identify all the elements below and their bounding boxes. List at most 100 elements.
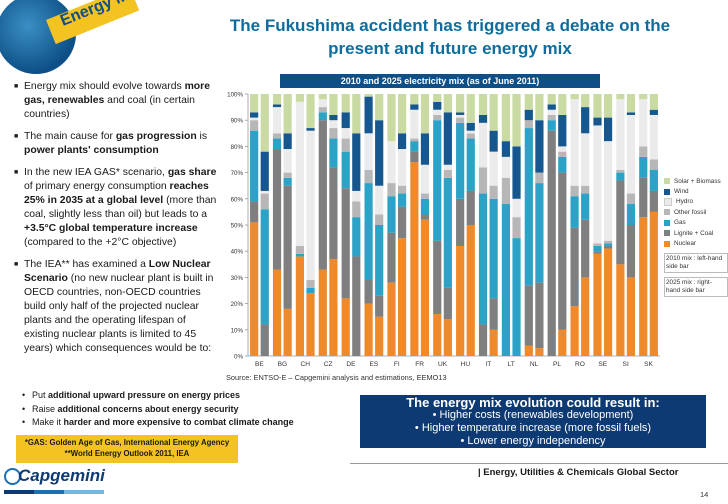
bar-segment-ch-2010-gas	[295, 253, 305, 257]
bar-segment-ro-2010-other-fossil	[570, 185, 579, 197]
consequence-text: Raise	[32, 403, 58, 414]
bar-segment-cz-2010-other-fossil	[318, 107, 327, 113]
bar-segment-be-2025-wind	[260, 151, 269, 191]
bar-segment-cz-2025-other-fossil	[329, 128, 338, 139]
left-text-block: Energy mix should evolve towards more ga…	[14, 80, 220, 364]
bar-segment-ro-2025-wind	[581, 107, 590, 134]
bar-segment-si-2025-hydro	[626, 114, 636, 194]
legend-label: Gas	[674, 219, 686, 227]
bar-segment-uk-2025-lignite-coal	[443, 287, 452, 320]
bar-segment-nl-2010-nuclear	[524, 345, 533, 356]
bar-segment-uk-2025-solar-biomass	[443, 94, 452, 113]
consequence-text-bold: additional upward pressure on energy pri…	[48, 390, 241, 400]
footnote-weo: **World Energy Outlook 2011, IEA	[64, 449, 190, 458]
bar-segment-fr-2010-lignite-coal	[410, 151, 419, 163]
bar-segment-ch-2025-wind	[306, 128, 315, 131]
bar-segment-de-2025-other-fossil	[352, 201, 361, 218]
chart-legend: Solar + Biomass Wind Hydro Other fossil Gas L…	[664, 176, 728, 297]
bar-segment-nl-2025-other-fossil	[535, 172, 544, 184]
consequence-text: Make it	[32, 417, 64, 427]
bar-segment-lt-2025-solar-biomass	[512, 94, 521, 147]
bar-segment-uk-2025-other-fossil	[443, 169, 452, 178]
bar-segment-hu-2010-nuclear	[456, 245, 465, 356]
bar-segment-pl-2025-wind	[558, 114, 567, 147]
bar-segment-ro-2010-lignite-coal	[570, 227, 579, 307]
bar-segment-uk-2025-hydro	[443, 164, 452, 170]
bar-segment-es-2025-lignite-coal	[375, 295, 384, 317]
bar-segment-it-2010-lignite-coal	[478, 324, 488, 356]
callout-item: • Higher temperature increase (more foss…	[414, 422, 652, 434]
bar-segment-si-2010-nuclear	[616, 264, 625, 356]
bar-segment-sk-2025-other-fossil	[649, 159, 658, 170]
callout-item: • Higher costs (renewables development)	[432, 409, 634, 421]
bar-segment-ro-2025-lignite-coal	[581, 219, 590, 278]
bar-segment-lt-2010-wind	[501, 141, 511, 157]
x-tick-label: RO	[575, 361, 585, 368]
bar-segment-si-2010-hydro	[616, 99, 625, 170]
bar-segment-pl-2025-lignite-coal	[558, 172, 567, 330]
bar-segment-fr-2025-other-fossil	[420, 193, 430, 199]
bar-segment-de-2010-gas	[341, 151, 350, 189]
bar-segment-be-2025-gas	[260, 209, 269, 325]
legend-swatch	[664, 230, 670, 237]
legend-label: Lignite + Coal	[674, 229, 714, 237]
bullet-3-text-c: of primary energy consumption	[24, 181, 170, 192]
bar-segment-si-2010-lignite-coal	[616, 180, 625, 265]
bar-segment-nl-2025-solar-biomass	[535, 94, 544, 121]
bar-segment-de-2025-hydro	[352, 190, 361, 202]
bar-segment-si-2025-wind	[626, 112, 636, 115]
bar-segment-fr-2010-wind	[410, 104, 419, 110]
x-tick-label: SK	[644, 361, 653, 368]
bar-segment-sk-2010-other-fossil	[639, 146, 648, 157]
consequence-item: Raise additional concerns about energy s…	[22, 403, 362, 417]
bar-segment-si-2025-gas	[626, 204, 636, 225]
bar-segment-de-2010-other-fossil	[341, 138, 350, 152]
bar-segment-es-2010-hydro	[364, 133, 373, 170]
bar-segment-lt-2025-other-fossil	[512, 217, 521, 239]
bar-segment-uk-2010-wind	[433, 101, 442, 110]
bar-segment-ch-2010-hydro	[295, 101, 305, 246]
bar-segment-be-2010-gas	[250, 130, 259, 202]
bar-segment-nl-2025-lignite-coal	[535, 282, 544, 349]
legend-swatch	[664, 209, 670, 216]
bar-segment-it-2025-wind	[489, 130, 498, 152]
bar-segment-it-2025-other-fossil	[489, 185, 498, 199]
bar-segment-es-2025-solar-biomass	[375, 94, 384, 121]
bar-segment-pl-2025-other-fossil	[558, 151, 567, 157]
bullet-3-text-g: (compared to the +2°C objective)	[24, 237, 177, 248]
bar-segment-cz-2010-gas	[318, 112, 327, 121]
page-number: 14	[700, 490, 709, 499]
bar-segment-si-2025-other-fossil	[626, 193, 636, 205]
bar-segment-pl-2010-gas	[547, 120, 556, 131]
bar-segment-cz-2025-lignite-coal	[329, 167, 338, 260]
bullet-1-text-c: and coal (in certain countries)	[24, 95, 195, 120]
bar-segment-ch-2025-solar-biomass	[306, 94, 315, 129]
bar-segment-cz-2025-hydro	[329, 120, 338, 129]
bar-segment-de-2010-wind	[341, 112, 350, 129]
bar-segment-be-2010-nuclear	[250, 222, 259, 356]
bar-segment-es-2010-gas	[364, 183, 373, 281]
bar-segment-ro-2010-gas	[570, 196, 579, 228]
bar-segment-fr-2010-other-fossil	[410, 138, 419, 142]
bar-segment-bg-2010-gas	[272, 138, 282, 150]
bar-segment-bg-2010-wind	[272, 104, 282, 108]
bar-segment-es-2025-gas	[375, 225, 384, 296]
legend-item: Other fossil	[664, 207, 728, 217]
consequence-text-bold: additional concerns about energy securit…	[57, 403, 239, 414]
bar-segment-sk-2025-wind	[649, 109, 658, 115]
bar-segment-be-2025-hydro	[260, 190, 269, 194]
bar-segment-nl-2010-wind	[524, 109, 533, 121]
bar-segment-bg-2025-wind	[283, 133, 292, 150]
bar-segment-fr-2025-gas	[420, 198, 430, 215]
bar-segment-bg-2025-gas	[283, 177, 292, 186]
bar-segment-fi-2010-solar-biomass	[387, 94, 396, 142]
bar-segment-be-2010-lignite-coal	[250, 201, 259, 223]
bar-segment-se-2025-solar-biomass	[603, 94, 613, 118]
bar-segment-fr-2010-solar-biomass	[410, 94, 419, 105]
legend-note-2010: 2010 mix : left-hand side bar	[664, 252, 728, 273]
bar-segment-uk-2010-other-fossil	[433, 114, 442, 121]
bar-segment-se-2010-wind	[593, 117, 602, 126]
bar-segment-be-2010-wind	[250, 112, 259, 118]
bar-segment-se-2010-lignite-coal	[593, 251, 602, 254]
bar-segment-lt-2010-solar-biomass	[501, 94, 511, 142]
